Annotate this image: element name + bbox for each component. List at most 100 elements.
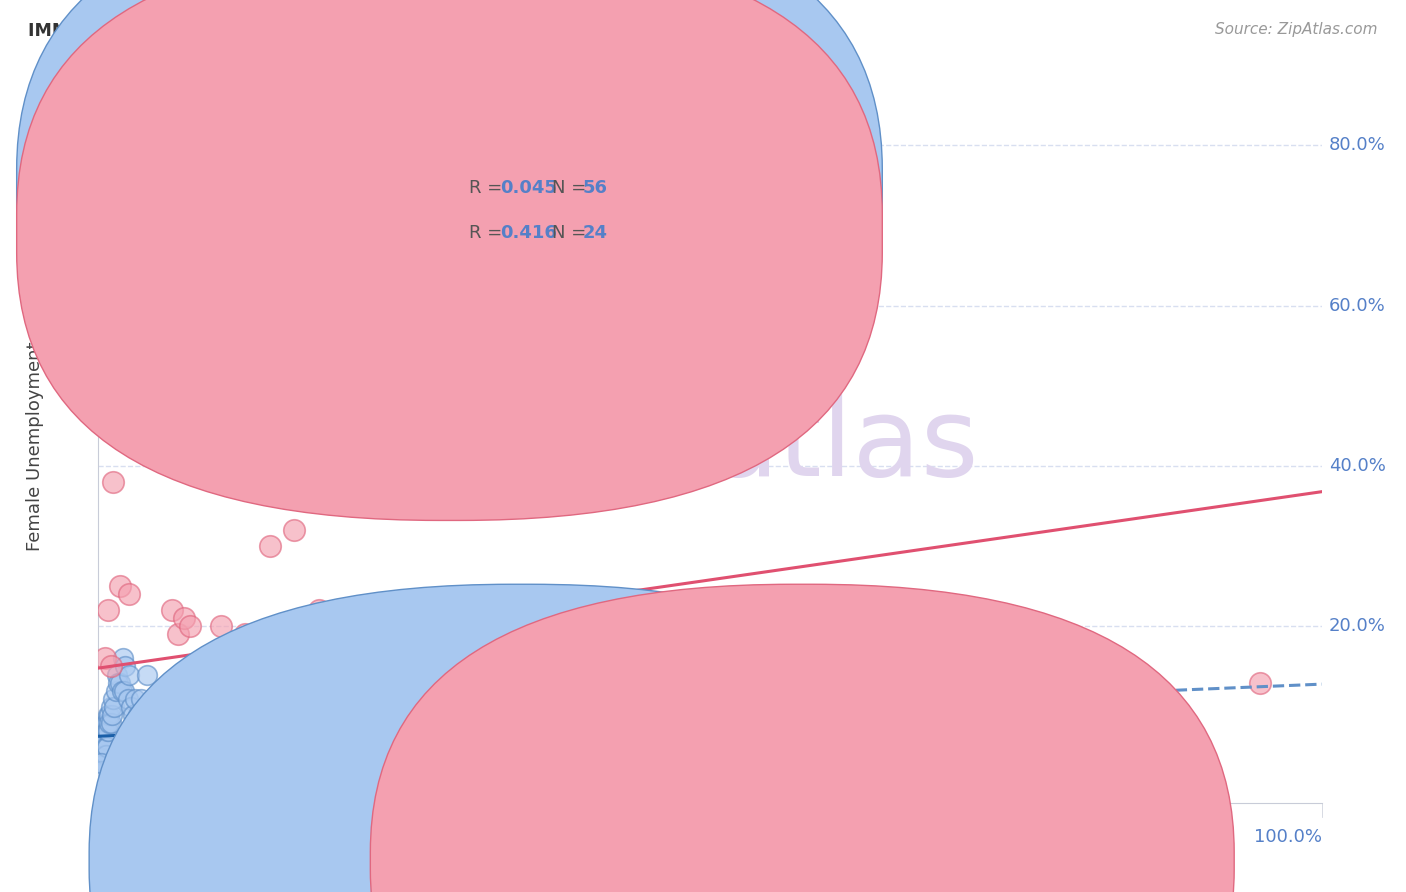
Point	[246, 667, 269, 681]
Point	[114, 659, 136, 673]
Text: Source: ZipAtlas.com: Source: ZipAtlas.com	[1215, 22, 1378, 37]
Point	[94, 739, 117, 754]
Point	[104, 683, 127, 698]
Point	[124, 691, 146, 706]
Text: Immigrants from Laos: Immigrants from Laos	[536, 852, 734, 870]
Point	[97, 603, 120, 617]
Point	[90, 764, 112, 778]
Point	[91, 747, 114, 762]
Text: ZIP: ZIP	[506, 392, 710, 500]
Point	[392, 611, 416, 625]
Point	[308, 603, 330, 617]
Point	[121, 707, 143, 722]
Text: 20.0%: 20.0%	[1329, 617, 1385, 635]
Point	[94, 731, 117, 746]
Point	[107, 675, 129, 690]
Point	[91, 731, 114, 746]
Text: Female Unemployment: Female Unemployment	[27, 342, 44, 550]
Point	[259, 539, 281, 553]
Point	[94, 715, 117, 730]
Point	[283, 523, 305, 537]
Point	[173, 747, 195, 762]
Point	[97, 723, 120, 738]
Point	[186, 675, 208, 690]
Point	[332, 667, 354, 681]
Point	[179, 619, 201, 633]
Point	[127, 707, 149, 722]
Point	[98, 715, 121, 730]
Text: R =: R =	[470, 224, 508, 243]
Text: atlas: atlas	[710, 392, 979, 500]
Point	[111, 219, 134, 233]
Point	[101, 475, 124, 489]
Point	[222, 691, 245, 706]
Text: 56: 56	[583, 179, 607, 197]
Point	[93, 756, 115, 770]
Point	[129, 691, 152, 706]
Point	[101, 707, 124, 722]
Point	[93, 739, 115, 754]
Point	[204, 675, 226, 690]
Point	[96, 715, 118, 730]
Point	[118, 667, 141, 681]
Point	[91, 756, 114, 770]
Point	[94, 747, 117, 762]
Point	[111, 683, 134, 698]
Point	[105, 251, 128, 265]
Point	[105, 667, 128, 681]
Point	[430, 667, 453, 681]
Point	[90, 756, 112, 770]
Point	[118, 587, 141, 601]
Point	[356, 603, 378, 617]
Point	[478, 395, 501, 409]
Point	[94, 723, 117, 738]
Point	[142, 723, 165, 738]
Point	[112, 683, 135, 698]
Text: 100.0%: 100.0%	[1254, 828, 1322, 846]
Point	[91, 739, 114, 754]
Text: 60.0%: 60.0%	[1329, 297, 1385, 315]
Text: R =: R =	[470, 179, 508, 197]
Point	[100, 715, 122, 730]
Point	[167, 627, 190, 641]
Point	[209, 619, 232, 633]
Text: Pima: Pima	[817, 852, 862, 870]
Point	[233, 627, 256, 641]
Point	[93, 747, 115, 762]
Point	[96, 739, 118, 754]
Point	[136, 667, 159, 681]
Point	[93, 731, 115, 746]
Text: 80.0%: 80.0%	[1329, 136, 1385, 154]
Point	[101, 691, 124, 706]
Text: N =: N =	[553, 179, 592, 197]
Point	[173, 611, 195, 625]
Text: 40.0%: 40.0%	[1329, 457, 1385, 475]
Point	[111, 651, 134, 665]
Point	[91, 739, 114, 754]
Point	[110, 675, 132, 690]
Point	[103, 699, 125, 714]
Point	[100, 659, 122, 673]
Point	[93, 723, 115, 738]
Point	[134, 715, 156, 730]
Text: 0.045: 0.045	[499, 179, 557, 197]
Point	[120, 699, 142, 714]
Point	[100, 699, 122, 714]
Point	[91, 731, 114, 746]
Point	[96, 723, 118, 738]
Text: N =: N =	[553, 224, 592, 243]
Point	[110, 579, 132, 593]
Point	[160, 603, 183, 617]
Point	[98, 707, 121, 722]
Point	[160, 739, 183, 754]
Point	[1249, 675, 1271, 690]
Point	[93, 651, 115, 665]
Point	[186, 739, 208, 754]
Point	[117, 691, 139, 706]
Text: 0.416: 0.416	[499, 224, 557, 243]
Point	[97, 707, 120, 722]
Point	[149, 731, 172, 746]
Text: 0.0%: 0.0%	[98, 828, 143, 846]
Text: 24: 24	[583, 224, 607, 243]
Text: IMMIGRANTS FROM LAOS VS PIMA FEMALE UNEMPLOYMENT CORRELATION CHART: IMMIGRANTS FROM LAOS VS PIMA FEMALE UNEM…	[28, 22, 834, 40]
